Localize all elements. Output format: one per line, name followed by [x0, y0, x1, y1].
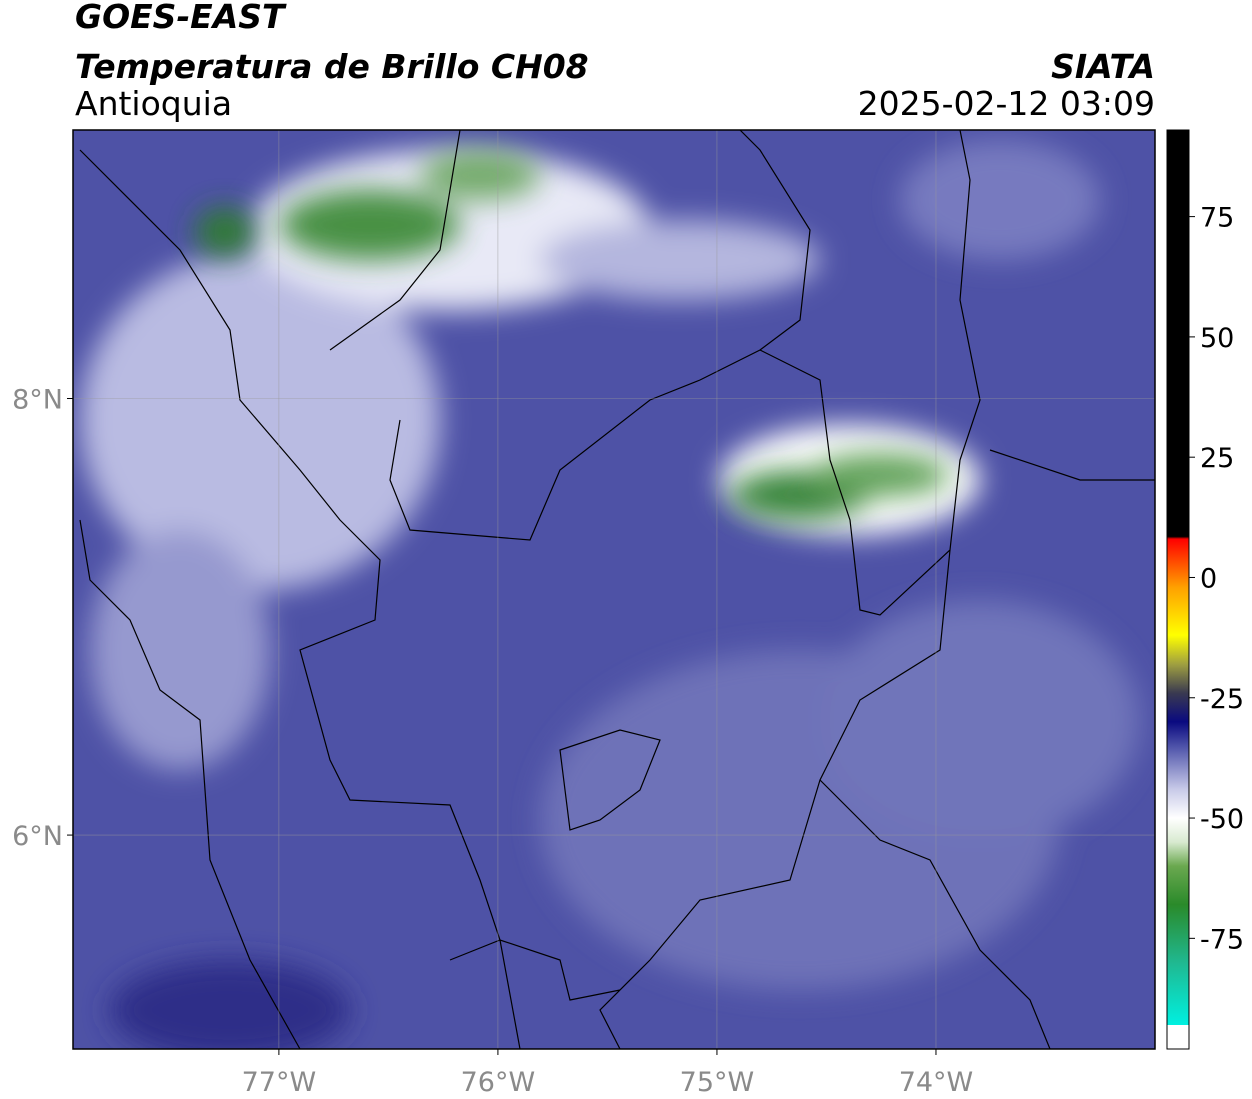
subtitle: Temperatura de Brillo CH08: [75, 47, 589, 86]
source: SIATA: [1051, 47, 1155, 86]
colorbar-tick-label: 75: [1200, 203, 1234, 234]
grid: [73, 130, 1155, 1049]
colorbar-tick-label: -75: [1200, 924, 1244, 955]
x-tick-label: 75°W: [680, 1067, 755, 1098]
x-tick-label: 76°W: [461, 1067, 536, 1098]
colorbar-tick-label: 25: [1200, 443, 1234, 474]
timestamp: 2025-02-12 03:09: [858, 84, 1155, 123]
colorbar-tick-label: 0: [1200, 563, 1217, 594]
x-tick-label: 74°W: [899, 1067, 974, 1098]
y-tick-label: 6°N: [12, 821, 63, 852]
map-image: [73, 130, 1155, 1049]
colorbar-tick-label: 50: [1200, 323, 1234, 354]
colorbar: [1166, 129, 1190, 1050]
title: GOES-EAST: [75, 0, 287, 36]
colorbar-tick-label: -50: [1200, 804, 1244, 835]
map-frame: [72, 129, 1156, 1050]
region: Antioquia: [75, 84, 232, 123]
colorbar-tick-label: -25: [1200, 684, 1244, 715]
y-tick-label: 8°N: [12, 384, 63, 415]
x-tick-label: 77°W: [242, 1067, 317, 1098]
